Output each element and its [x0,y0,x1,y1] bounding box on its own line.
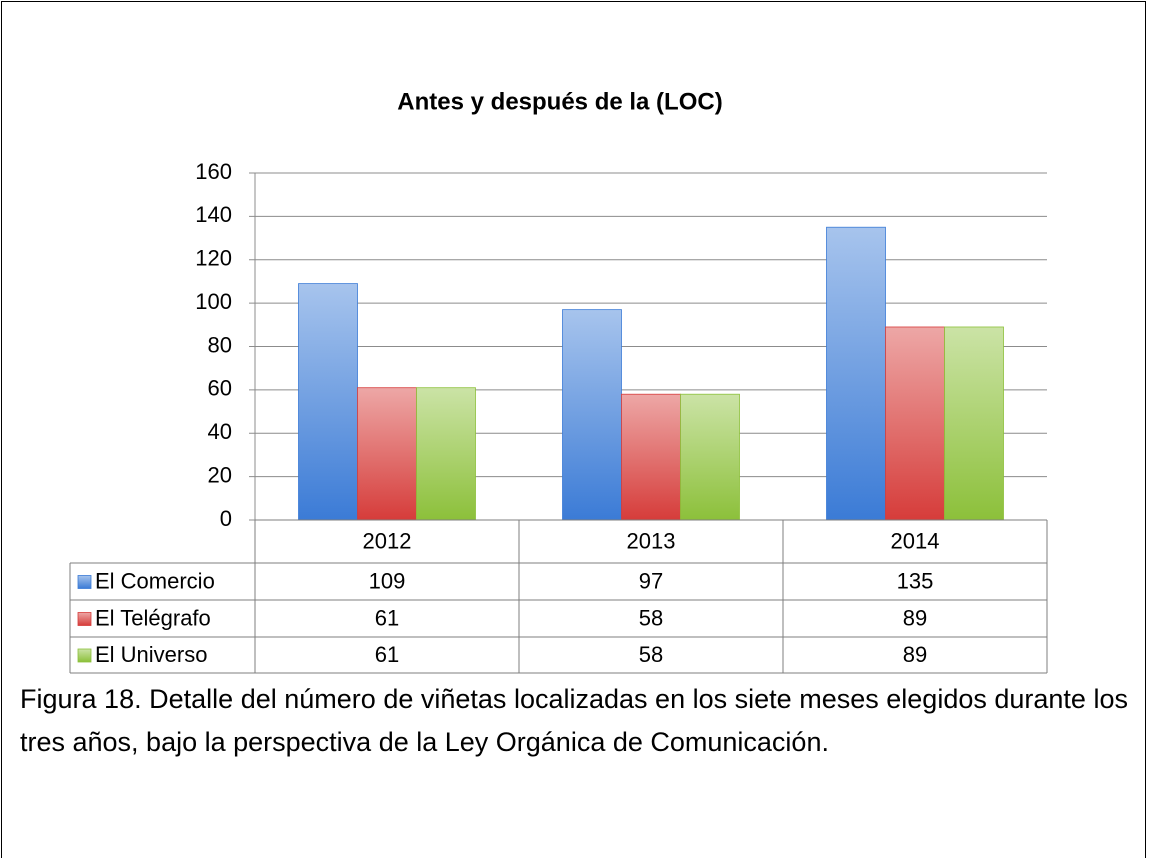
y-tick-label: 20 [208,462,232,487]
x-tick-label: 2013 [627,528,676,553]
y-tick-label: 0 [220,506,232,531]
bar [298,283,358,521]
figure-caption: Figura 18. Detalle del número de viñetas… [20,684,1128,757]
table-value: 89 [903,642,927,667]
legend-swatch [77,648,92,663]
table-value: 97 [639,568,663,593]
legend-label: El Comercio [95,568,215,593]
table-value: 89 [903,605,927,630]
y-tick-label: 60 [208,376,232,401]
legend-label: El Telégrafo [95,605,211,630]
table-value: 135 [897,568,934,593]
legend-swatch [77,612,92,626]
x-tick-label: 2014 [891,528,940,553]
table-value: 61 [375,605,399,630]
bar [680,393,740,521]
table-value: 109 [369,568,406,593]
table-value: 61 [375,642,399,667]
y-tick-label: 40 [208,419,232,444]
table-value: 58 [639,642,663,667]
x-tick-label: 2012 [363,528,412,553]
bar [416,387,476,521]
y-tick-label: 80 [208,332,232,357]
bar [562,309,622,521]
bar [885,326,945,521]
legend-label: El Universo [95,642,207,667]
y-tick-label: 160 [195,159,232,184]
y-tick-label: 100 [195,289,232,314]
y-tick-label: 140 [195,202,232,227]
bar [826,226,886,521]
y-tick-label: 120 [195,246,232,271]
table-value: 58 [639,605,663,630]
chart-title: Antes y después de la (LOC) [397,88,722,115]
bar [944,326,1004,521]
bar [621,393,681,521]
bar [357,387,417,521]
legend-swatch [77,575,92,589]
